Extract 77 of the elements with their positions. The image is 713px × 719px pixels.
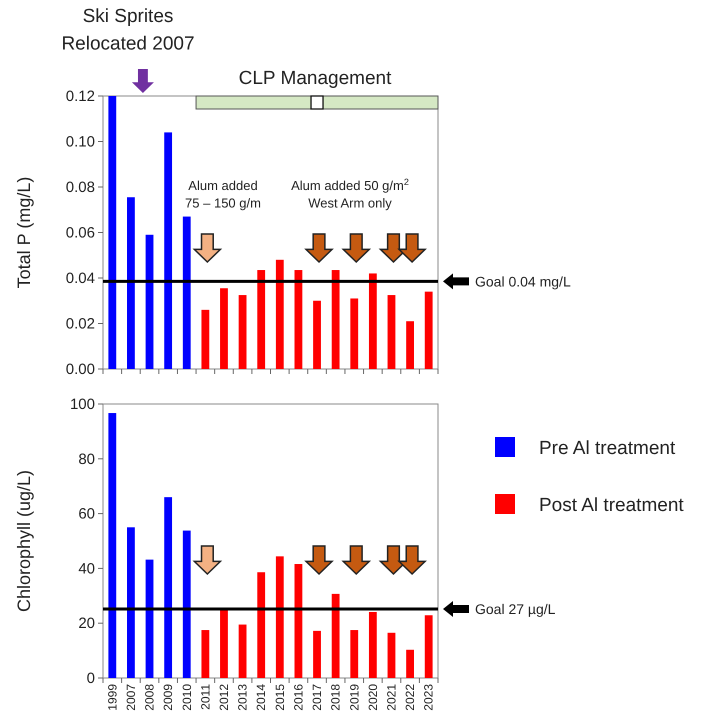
y-axis-title: Chlorophyll (ug/L)	[14, 470, 34, 612]
bar	[424, 615, 433, 678]
y-tick-label: 0.04	[66, 270, 95, 287]
bar	[276, 556, 284, 678]
ref-line-label: Goal 27 µg/L	[475, 600, 556, 617]
bar	[164, 497, 172, 678]
bar	[388, 632, 396, 678]
bar	[294, 270, 302, 369]
band-label: CLP Management	[238, 68, 392, 89]
ref-line-label: Goal 0.04 mg/L	[475, 273, 571, 290]
legend-label: Post Al treatment	[539, 495, 684, 516]
bar	[182, 530, 191, 678]
x-tick-label: 2013	[236, 684, 250, 711]
y-tick-label: 0	[86, 670, 95, 687]
x-tick-label: 1999	[105, 684, 120, 711]
x-tick-label: 2010	[180, 684, 194, 711]
x-tick-label: 2019	[347, 684, 362, 711]
x-tick-label: 2014	[254, 684, 268, 711]
y-tick-label: 0.08	[66, 179, 95, 196]
bar	[146, 560, 154, 678]
text: Alum added 50 g/m$^{2}$ West Arm only	[291, 177, 409, 211]
y-tick-label: 0.06	[66, 224, 95, 242]
y-tick-label: 0.12	[66, 88, 95, 105]
bar	[332, 594, 340, 678]
annotation: Alum added 75 – 150 g/m	[185, 178, 261, 211]
bar	[201, 310, 210, 369]
bar	[313, 300, 321, 369]
bar	[201, 630, 210, 678]
bar	[406, 650, 414, 678]
bar	[146, 234, 154, 369]
text: Ski Sprites Relocated 2007	[61, 6, 195, 55]
bar	[406, 321, 414, 369]
y-tick-label: 0.00	[66, 361, 95, 378]
y-tick-label: 0.02	[66, 316, 95, 332]
y-tick-label: 20	[78, 615, 95, 632]
bar	[276, 260, 284, 369]
bar	[257, 572, 266, 678]
bar	[182, 216, 191, 369]
bar	[257, 270, 266, 369]
bar	[313, 630, 321, 678]
x-tick-label: 2016	[291, 684, 306, 711]
legend-label: Pre Al treatment	[539, 438, 676, 459]
x-tick-label: 2022	[403, 684, 418, 711]
y-axis-title: Total P (mg/L)	[14, 176, 34, 288]
bar	[220, 288, 228, 369]
x-tick-label: 2015	[272, 684, 287, 711]
x-tick-label: 2007	[124, 684, 138, 711]
x-tick-label: 2021	[384, 684, 398, 711]
bar	[424, 292, 433, 369]
x-tick-label: 2023	[422, 684, 436, 711]
bar	[238, 295, 246, 369]
bar	[368, 273, 377, 369]
bar	[332, 270, 340, 369]
x-tick-label: 2018	[328, 684, 343, 711]
x-tick-label: 2009	[161, 684, 176, 711]
y-tick-label: 40	[78, 560, 95, 578]
x-tick-label: 2020	[366, 684, 380, 711]
y-tick-label: 80	[78, 450, 95, 468]
bar	[350, 298, 358, 369]
y-tick-label: 100	[70, 396, 95, 413]
x-tick-label: 2017	[310, 684, 324, 711]
bar	[108, 96, 116, 369]
bar	[238, 624, 246, 678]
bar	[220, 610, 228, 678]
bar	[127, 527, 135, 678]
x-tick-label: 2011	[198, 684, 212, 710]
bar	[368, 612, 377, 678]
x-tick-label: 2012	[216, 684, 231, 711]
bar	[127, 197, 135, 369]
bar	[164, 132, 172, 369]
x-tick-label: 2008	[142, 684, 157, 711]
bar	[388, 295, 396, 369]
bar	[294, 564, 302, 678]
bar	[108, 413, 116, 678]
y-tick-label: 60	[78, 506, 95, 523]
bar	[350, 630, 358, 678]
y-tick-label: 0.10	[66, 134, 95, 150]
